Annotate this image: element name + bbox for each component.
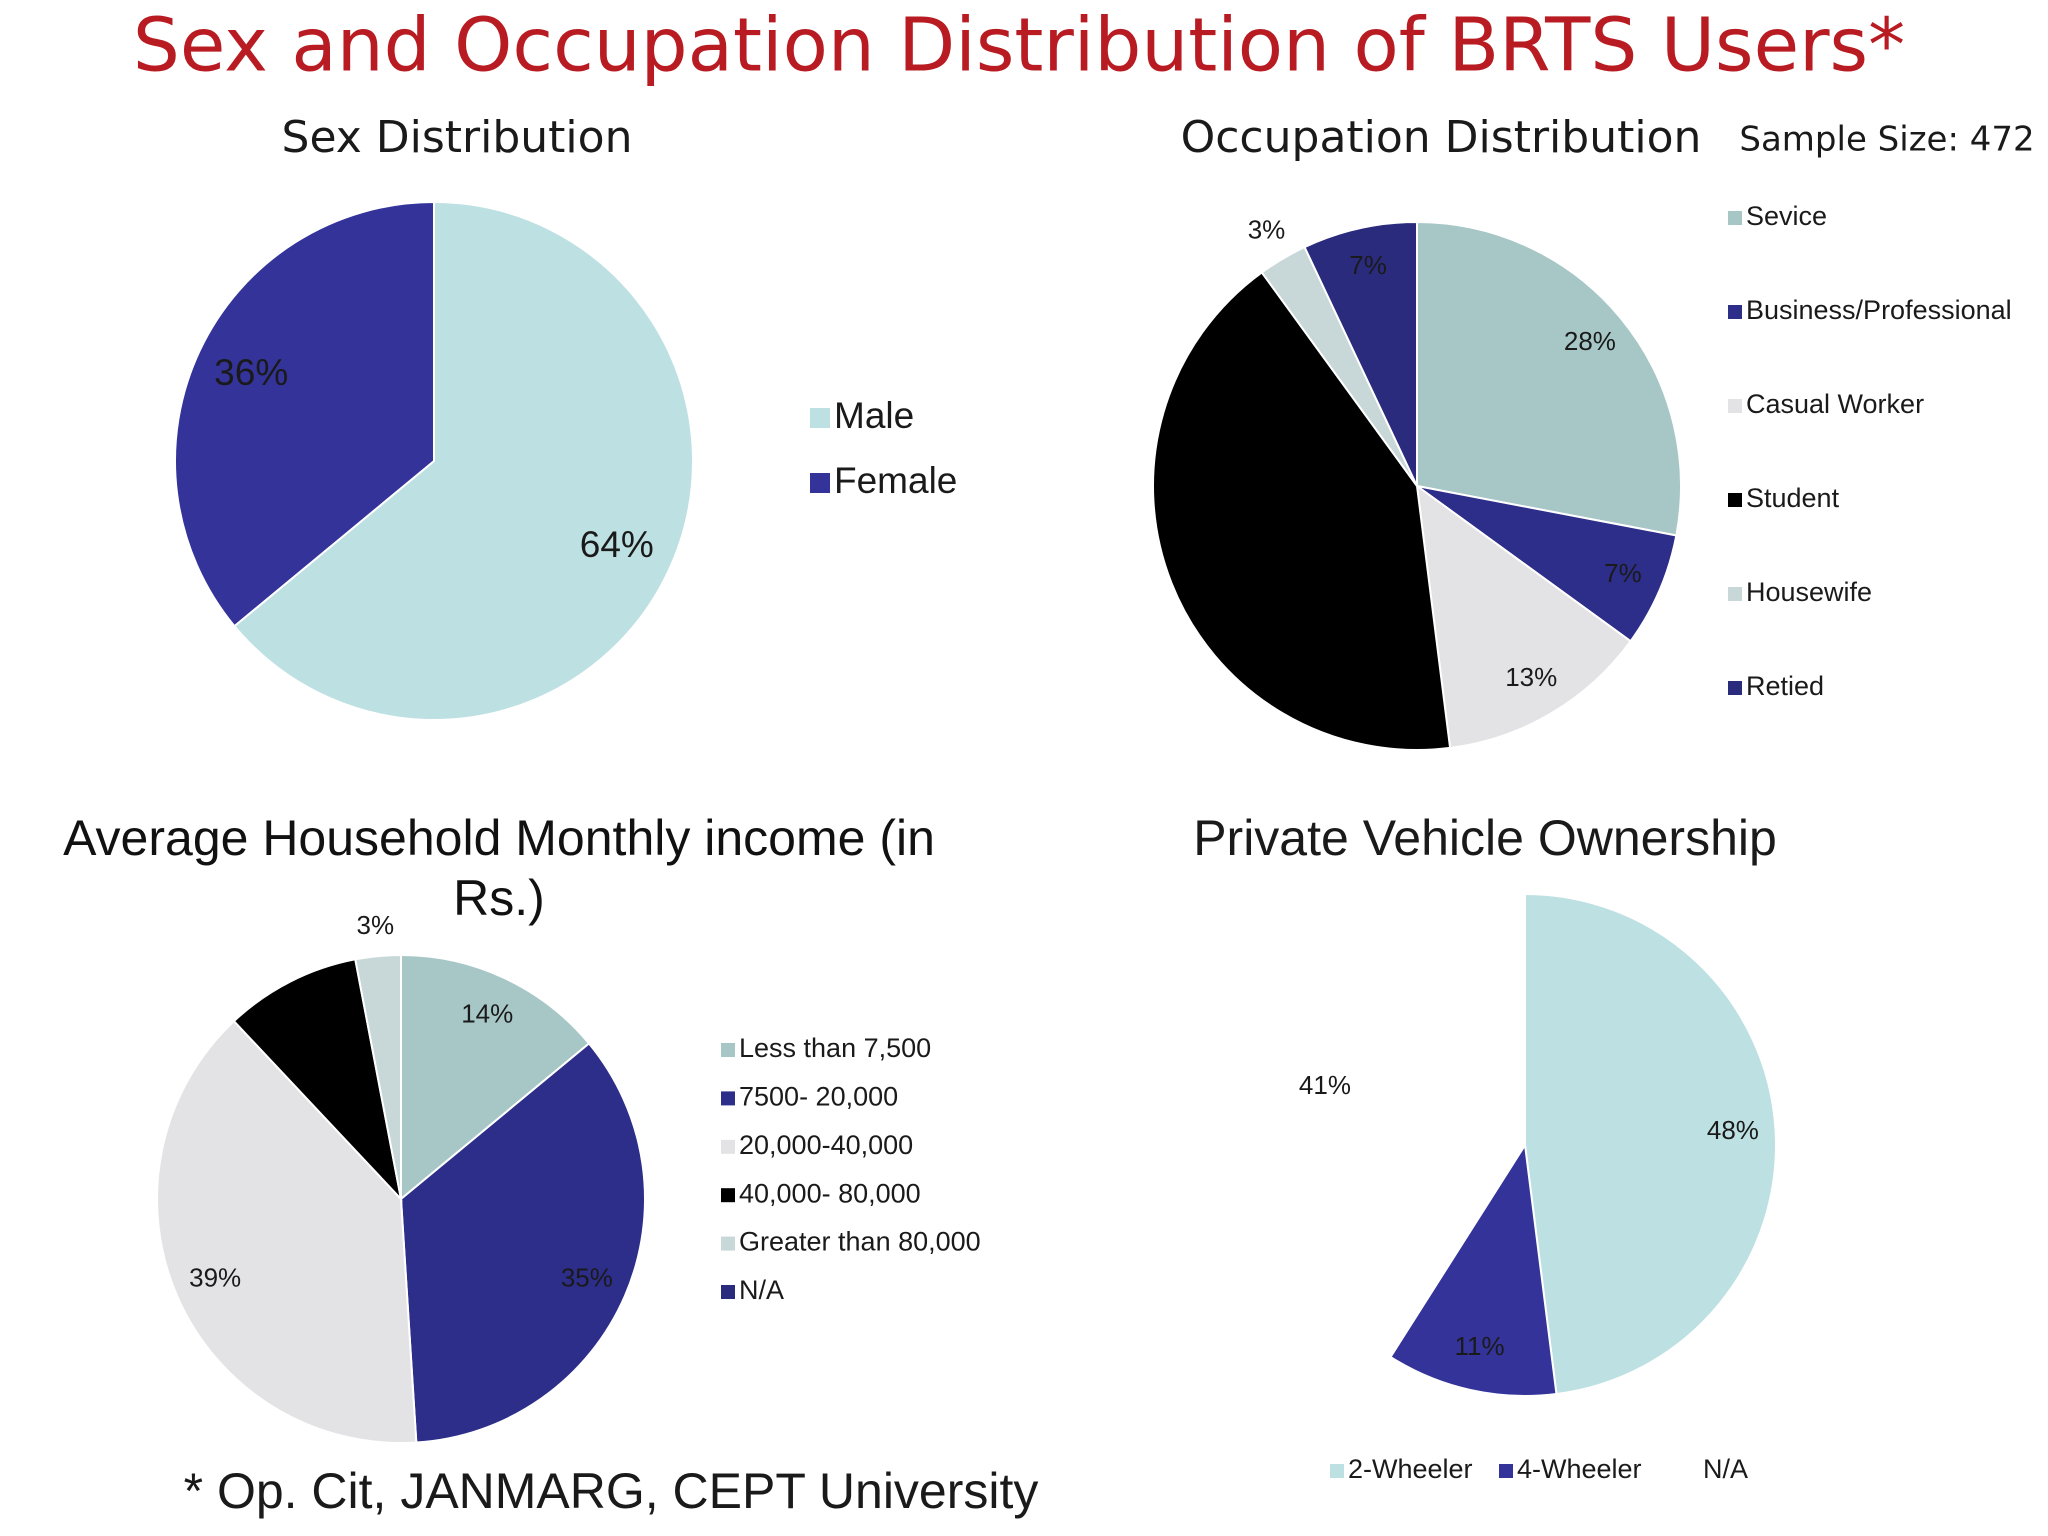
pie-slice (1152, 271, 1452, 751)
legend-swatch (1499, 1464, 1513, 1478)
legend-label: 40,000- 80,000 (739, 1178, 921, 1208)
legend-label: Housewife (1746, 577, 1872, 607)
legend-label: Greater than 80,000 (739, 1227, 981, 1257)
chart-title: Sex Distribution (282, 112, 633, 163)
legend-swatch (721, 1043, 735, 1057)
pie-slice (1303, 220, 1418, 487)
legend-swatch (1728, 305, 1742, 319)
data-label: 41% (1299, 1070, 1351, 1100)
chart-title: Occupation Distribution (1181, 112, 1702, 163)
legend-swatch (721, 1285, 735, 1299)
data-label: 48% (1707, 1115, 1759, 1145)
pie-slice (1389, 1142, 1558, 1397)
legend-swatch (1330, 1464, 1344, 1478)
sample-size: Sample Size: 472 (1739, 120, 2034, 160)
pie-slice (1273, 892, 1526, 1359)
data-label: 39% (189, 1262, 241, 1292)
pie-slice (232, 958, 403, 1203)
data-label: 11% (1454, 1331, 1504, 1361)
data-label: 14% (461, 999, 513, 1029)
legend-swatch (1685, 1464, 1699, 1478)
legend-label: 20,000-40,000 (739, 1130, 913, 1160)
pie-slice (354, 953, 402, 1200)
chart-title: Average Household Monthly income (in Rs.… (63, 810, 935, 926)
legend-swatch (1728, 211, 1742, 225)
legend-label: Less than 7,500 (739, 1033, 931, 1063)
chart-title: Private Vehicle Ownership (1193, 810, 1777, 866)
legend-swatch (721, 1236, 735, 1251)
legend-label: Male (834, 395, 914, 436)
legend-swatch (1728, 399, 1742, 413)
data-label: 3% (1248, 214, 1286, 244)
pie-slice (399, 1042, 646, 1444)
legend-label: Casual Worker (1746, 389, 1924, 419)
footnote: * Op. Cit, JANMARG, CEPT University (184, 1463, 1039, 1519)
data-label: 28% (1564, 326, 1616, 356)
data-label: 64% (580, 524, 654, 565)
pie-slice (400, 953, 591, 1202)
pie-slice (1415, 483, 1632, 750)
legend-label: 7500- 20,000 (739, 1082, 898, 1112)
slide-title: Sex and Occupation Distribution of BRTS … (133, 3, 1905, 89)
pie-slice (1524, 892, 1777, 1396)
data-label: 36% (214, 352, 288, 393)
legend-label: Student (1746, 483, 1840, 513)
pie-slice (174, 200, 435, 628)
legend-label: Business/Professional (1746, 295, 2012, 325)
legend-label: Female (834, 460, 957, 501)
legend-label: N/A (739, 1275, 784, 1305)
legend-swatch (1728, 493, 1742, 507)
legend-label: Retied (1746, 671, 1824, 701)
legend-label: 4-Wheeler (1517, 1454, 1642, 1484)
data-label: 7% (1604, 558, 1642, 588)
legend-swatch (810, 473, 830, 493)
legend-label: 2-Wheeler (1348, 1454, 1473, 1484)
pie-slice (1416, 485, 1678, 643)
legend-swatch (810, 408, 830, 428)
legend-swatch (1728, 587, 1742, 601)
data-label: 13% (1505, 662, 1557, 692)
legend-label: N/A (1703, 1454, 1748, 1484)
pie-slice (156, 1019, 418, 1444)
pie-slice (1416, 220, 1682, 537)
data-label: 3% (356, 910, 394, 940)
data-label: 7% (1349, 250, 1387, 280)
pie-slice (233, 200, 694, 721)
legend-swatch (1728, 681, 1742, 695)
data-label: 35% (561, 1262, 613, 1292)
legend-label: Sevice (1746, 201, 1827, 231)
legend-swatch (721, 1091, 735, 1106)
legend-swatch (721, 1188, 735, 1203)
legend-swatch (721, 1139, 735, 1154)
